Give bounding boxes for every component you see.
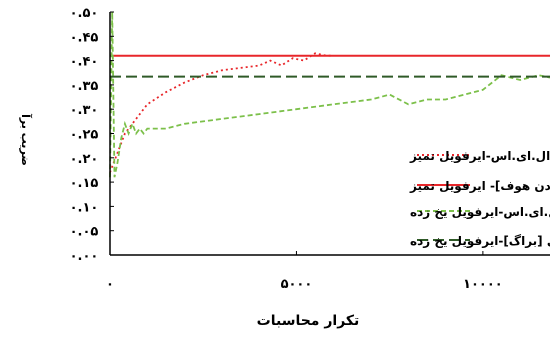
legend-label-4: داده تجربی [براگ]-ایرفویل یخ زده bbox=[410, 233, 550, 249]
y-tick-label: ۰.۲۵ bbox=[70, 128, 99, 143]
series-line-1 bbox=[109, 52, 334, 173]
y-tick-label: ۰.۴۵ bbox=[70, 30, 99, 45]
y-axis-label: ضریب برآ bbox=[19, 113, 33, 166]
y-tick-label: ۰.۱۰ bbox=[70, 200, 99, 215]
x-tick-label: ۵۰۰۰ bbox=[281, 277, 313, 292]
x-tick-label: ۱۰۰۰۰ bbox=[463, 277, 503, 292]
legend-label-2: داده تجربی[ابوت-وان دن هوف]- ایرفویل تمی… bbox=[409, 179, 550, 194]
plot-area bbox=[110, 12, 550, 255]
y-tick-label: ۰.۵۰ bbox=[70, 6, 99, 21]
y-tick-label: ۰.۰۵ bbox=[70, 225, 99, 240]
y-tick-label: ۰.۱۵ bbox=[70, 176, 99, 191]
legend-label-3: ال.ای.اس-ایرفویل یخ زده bbox=[410, 205, 550, 220]
legend: ال.ای.اس-ایرفویل تمیز داده تجربی[ابوت-وان… bbox=[409, 149, 550, 249]
legend-label-1: ال.ای.اس-ایرفویل تمیز bbox=[409, 149, 550, 164]
y-tick-label: ۰.۲۰ bbox=[70, 152, 99, 167]
series-layer bbox=[109, 11, 550, 178]
ticks-layer: ۰.۰۰ ۰.۰۵ ۰.۱۰ ۰.۱۵ ۰.۲۰ ۰.۲۵ ۰.۳۰ ۰.۳۵ ۰.۴۰ ۰.۴۵… bbox=[70, 6, 503, 292]
y-tick-label: ۰.۴۰ bbox=[70, 55, 99, 70]
x-axis-label: تکرار محاسبات bbox=[257, 313, 360, 329]
y-tick-label: ۰.۰۰ bbox=[70, 249, 99, 264]
y-tick-label: ۰.۳۵ bbox=[70, 79, 99, 94]
series-line-3 bbox=[109, 11, 550, 178]
x-tick-label: ۰ bbox=[106, 277, 114, 292]
y-tick-label: ۰.۳۰ bbox=[70, 103, 99, 118]
